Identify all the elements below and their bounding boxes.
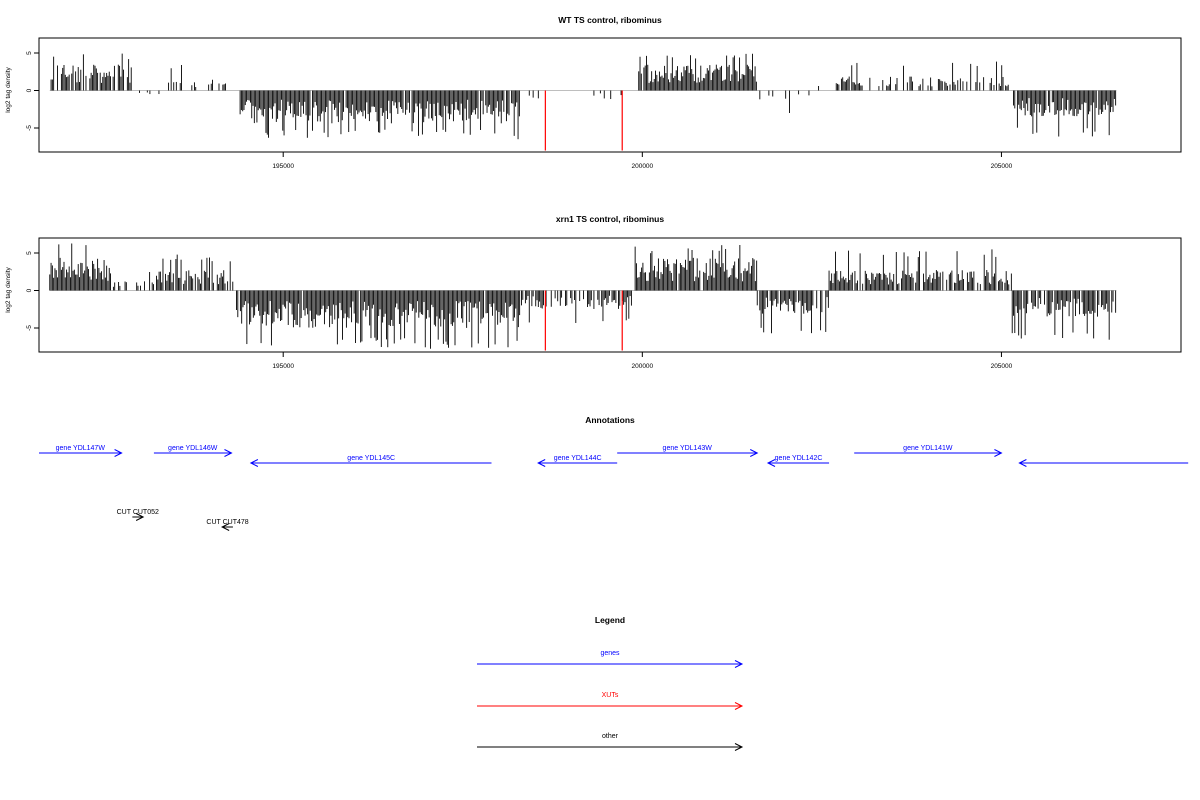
signal-segment — [239, 90, 520, 140]
signal-segment — [236, 290, 521, 349]
gene-arrow — [537, 459, 618, 467]
y-tick-label: -5 — [26, 125, 33, 131]
signal-segment — [835, 61, 1009, 91]
gene-arrow — [39, 449, 123, 457]
xrn1-track-panel: xrn1 TS control, ribominus log2 tag dens… — [5, 214, 1182, 370]
signal-segment — [156, 254, 234, 291]
signal-segment — [112, 272, 154, 291]
gene-label: gene YDL143W — [663, 445, 713, 452]
x-tick-label: 195000 — [272, 363, 294, 370]
gene-label: gene YDL146W — [168, 445, 218, 452]
y-tick-label: 5 — [26, 251, 33, 255]
xrn1-plot-frame — [38, 237, 1182, 353]
y-tick-label: 5 — [26, 51, 33, 55]
wt-y-axis-label: log2 tag density — [5, 66, 12, 112]
legend-arrow — [477, 660, 744, 668]
signal-segment — [168, 65, 226, 91]
signal-segment — [49, 243, 111, 291]
xrn1-plot-area: 195000 200000 205000 5 0 -5 — [26, 243, 1117, 370]
legend-arrow — [477, 702, 744, 710]
signal-segment — [759, 90, 810, 114]
cut-arrow — [221, 523, 233, 531]
signal-segment — [638, 53, 757, 91]
y-tick-label: 0 — [26, 288, 33, 292]
signal-segment — [756, 290, 829, 334]
gene-label: gene YDL144C — [554, 455, 602, 462]
x-tick-label: 200000 — [631, 163, 653, 170]
signal-segment — [139, 90, 160, 95]
legend-label: other — [602, 733, 619, 740]
signal-segment — [828, 249, 1012, 291]
gene-arrow — [854, 449, 1003, 457]
xrn1-track-title: xrn1 TS control, ribominus — [556, 214, 664, 224]
x-tick-label: 205000 — [991, 363, 1013, 370]
gene-label: gene YDL142C — [775, 455, 823, 462]
cut-label: CUT CUT478 — [206, 519, 248, 526]
annotations-panel: Annotations gene YDL147W gene YDL146Wgene… — [39, 415, 1189, 531]
gene-label: gene YDL141W — [903, 445, 953, 452]
legend-title: Legend — [595, 615, 625, 625]
x-tick-label: 205000 — [991, 163, 1013, 170]
cut-arrow — [132, 513, 145, 521]
signal-segment — [1011, 290, 1117, 340]
wt-track-panel: WT TS control, ribominus log2 tag densit… — [5, 15, 1182, 170]
annotation-features: gene YDL147W gene YDL146W gene YDL145C gene… — [39, 445, 1189, 531]
signal-segment — [528, 90, 622, 100]
cut-label: CUT CUT052 — [117, 509, 159, 516]
gene-arrow — [617, 449, 759, 457]
legend-label: XUTs — [602, 692, 619, 699]
wt-plot-frame — [38, 37, 1182, 153]
gene-arrow — [249, 459, 492, 467]
signal-segment — [1013, 90, 1117, 137]
signal-segment — [521, 290, 632, 323]
annotations-title: Annotations — [585, 415, 635, 425]
legend-panel: Legend genes XUTs other — [477, 615, 744, 751]
y-tick-label: 0 — [26, 88, 33, 92]
signal-segment — [50, 53, 132, 91]
signal-segment — [634, 244, 758, 291]
xrn1-y-axis-label: log2 tag density — [5, 266, 12, 312]
gene-arrow — [766, 459, 830, 467]
gene-label: gene YDL145C — [347, 455, 395, 462]
legend-arrow — [477, 743, 744, 751]
gene-arrow — [1018, 459, 1189, 467]
wt-plot-area: 195000 200000 205000 5 0 -5 — [26, 51, 1117, 170]
legend-label: genes — [600, 650, 620, 657]
y-tick-label: -5 — [26, 325, 33, 331]
gene-label: gene YDL147W — [56, 445, 106, 452]
x-tick-label: 200000 — [631, 363, 653, 370]
wt-track-title: WT TS control, ribominus — [558, 15, 662, 25]
gene-arrow — [153, 449, 233, 457]
x-tick-label: 195000 — [272, 163, 294, 170]
legend-items: genes XUTs other — [477, 650, 744, 751]
